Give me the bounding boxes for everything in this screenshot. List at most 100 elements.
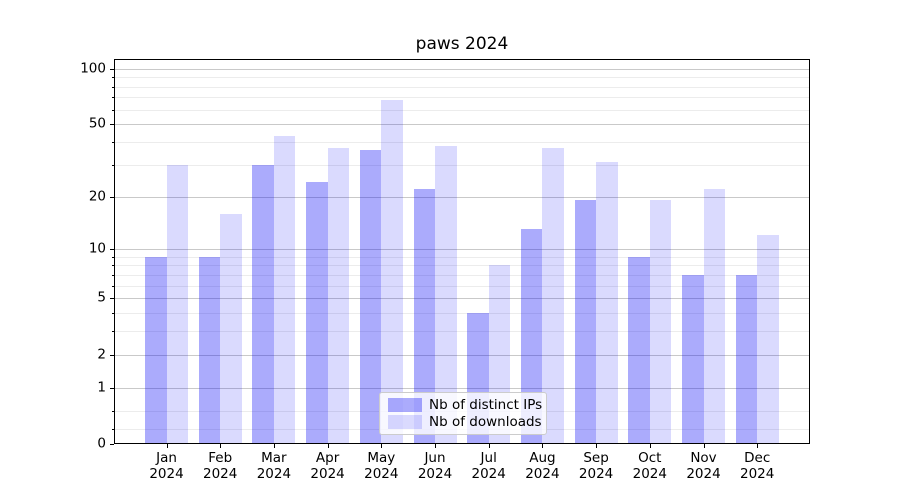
x-tick-label-nov: Nov 2024 [674,450,734,482]
y-tick-mark [110,444,114,445]
y-tick-mark [110,68,114,70]
y-tick-mark [110,124,114,126]
x-tick-year: 2024 [740,466,775,482]
y-gridline-minor [115,164,809,166]
spine-left [114,59,115,444]
bar-ips-feb [198,256,221,444]
legend-label-downloads: Nb of downloads [429,414,542,431]
x-tick-month: May [367,450,396,466]
legend-swatch-downloads [388,415,422,430]
x-tick-label-jul: Jul 2024 [459,450,519,482]
x-tick-mark [596,444,598,448]
legend-swatch-ips [388,397,422,412]
x-tick-mark [703,444,705,448]
y-gridline-minor [115,86,809,88]
x-tick-year: 2024 [525,466,560,482]
x-tick-month: Jan [156,450,177,466]
plot-area: Nb of distinct IPs Nb of downloads [114,59,810,444]
y-gridline-major [115,298,809,300]
x-tick-mark [649,444,651,448]
bar-downloads-apr [327,148,350,444]
legend: Nb of distinct IPs Nb of downloads [379,392,547,435]
y-tick-mark [110,298,114,300]
y-tick-label: 0 [97,435,106,452]
x-tick-month: Feb [208,450,233,466]
y-tick-label: 50 [88,115,106,132]
y-tick-mark [110,196,114,198]
y-minor-tick-mark [112,77,114,79]
y-gridline-major [115,68,809,70]
y-tick-mark [110,249,114,251]
y-minor-tick-mark [112,142,114,144]
legend-item-ips: Nb of distinct IPs [388,396,543,413]
bar-downloads-aug [542,148,564,444]
y-tick-mark [110,354,114,356]
x-tick-month: Mar [261,450,287,466]
x-tick-label-apr: Apr 2024 [298,450,358,482]
bar-downloads-jan [166,164,188,444]
spine-bottom [114,443,810,444]
bar-downloads-oct [649,200,672,444]
y-gridline-minor [115,256,809,258]
x-tick-month: Nov [690,450,717,466]
y-minor-tick-mark [112,429,114,431]
x-tick-label-oct: Oct 2024 [620,450,680,482]
chart-title: paws 2024 [415,34,509,54]
bar-ips-nov [682,274,704,444]
x-tick-mark [757,444,759,448]
x-tick-month: Sep [583,450,609,466]
x-tick-month: Jun [424,450,446,466]
x-tick-month: Apr [315,450,340,466]
bar-downloads-dec [757,235,779,444]
y-gridline-major [115,196,809,198]
y-gridline-major [115,387,809,389]
bar-ips-aug [520,229,543,444]
y-tick-label: 5 [97,289,106,306]
y-tick-label: 100 [80,60,106,77]
x-tick-month: Dec [744,450,771,466]
bar-ips-dec [735,274,758,444]
y-gridline-minor [115,285,809,287]
y-minor-tick-mark [112,331,114,333]
y-tick-label: 20 [88,187,106,204]
y-minor-tick-mark [112,86,114,88]
y-gridline-minor [115,77,809,79]
bar-ips-apr [306,182,328,444]
bar-downloads-mar [273,136,296,444]
y-tick-label: 10 [88,240,106,257]
legend-label-ips: Nb of distinct IPs [429,396,543,413]
bar-ips-sep [574,200,597,444]
bar-ips-mar [252,164,274,444]
x-tick-mark [381,444,383,448]
y-minor-tick-mark [112,313,114,315]
x-tick-year: 2024 [417,466,453,482]
x-tick-label-mar: Mar 2024 [244,450,304,482]
x-tick-year: 2024 [256,466,292,482]
y-minor-tick-mark [112,285,114,287]
y-minor-tick-mark [112,164,114,166]
x-tick-mark [488,444,490,448]
y-minor-tick-mark [112,265,114,267]
y-tick-label: 2 [97,345,106,362]
x-tick-mark [273,444,275,448]
x-tick-year: 2024 [364,466,399,482]
legend-item-downloads: Nb of downloads [388,414,542,431]
y-minor-tick-mark [112,256,114,258]
y-gridline-minor [115,331,809,333]
bar-ips-jan [145,256,167,444]
bar-ips-jun [413,189,435,444]
y-minor-tick-mark [112,411,114,413]
bar-downloads-nov [703,189,725,444]
x-tick-year: 2024 [578,466,614,482]
bar-downloads-sep [596,162,618,444]
x-tick-label-may: May 2024 [351,450,411,482]
x-tick-label-dec: Dec 2024 [727,450,787,482]
x-tick-mark [435,444,436,448]
y-gridline-minor [115,313,809,315]
bar-downloads-feb [220,213,242,444]
y-gridline-minor [115,109,809,111]
y-gridline-major [115,354,809,356]
y-gridline-major [115,249,809,251]
bar-downloads-may [381,99,403,444]
x-tick-label-feb: Feb 2024 [190,450,250,482]
